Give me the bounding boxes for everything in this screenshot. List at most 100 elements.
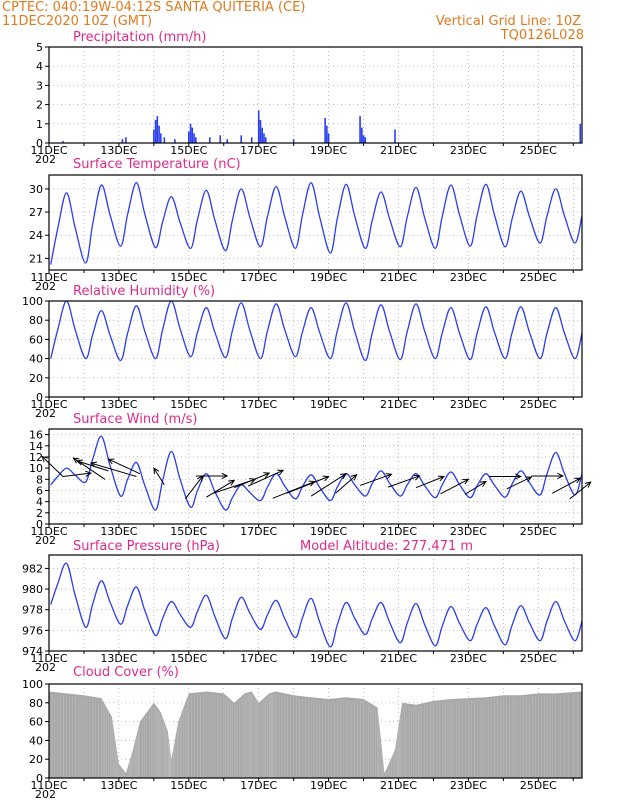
x-tick-label: 17DEC xyxy=(240,271,277,284)
y-tick-label: 0 xyxy=(36,137,43,150)
wind-vector-arrowhead xyxy=(153,467,160,475)
wind-vector-arrowhead xyxy=(107,458,115,465)
rh-series-line xyxy=(50,300,583,362)
header-grid-note: Vertical Grid Line: 10Z xyxy=(435,14,581,29)
precip-bar xyxy=(174,139,176,143)
precip-bar xyxy=(125,137,127,143)
panel-frame xyxy=(48,554,583,652)
precip-bar xyxy=(193,133,195,143)
y-tick-label: 8 xyxy=(36,473,43,486)
precip-bar xyxy=(191,127,194,143)
x-year-label: 202 xyxy=(35,407,56,420)
wind-vector-arrowhead xyxy=(340,473,348,480)
x-tick-label: 19DEC xyxy=(310,398,347,411)
x-tick-label: 17DEC xyxy=(240,398,277,411)
precip-bar xyxy=(158,125,160,143)
precip-bar xyxy=(62,141,64,143)
y-tick-label: 21 xyxy=(29,252,43,265)
wind-vector xyxy=(206,479,235,498)
panel-frame xyxy=(48,46,583,144)
x-tick-label: 15DEC xyxy=(170,525,207,538)
panel-title: Surface Pressure (hPa) xyxy=(73,539,220,554)
wind-vector xyxy=(153,467,165,486)
x-tick-label: 17DEC xyxy=(240,652,277,665)
wind-vector-arrowhead xyxy=(525,476,533,483)
y-tick-label: 982 xyxy=(22,562,43,575)
x-tick-label: 23DEC xyxy=(450,652,487,665)
y-tick-label: 12 xyxy=(29,451,43,464)
x-tick-label: 23DEC xyxy=(450,779,487,792)
x-tick-label: 15DEC xyxy=(170,271,207,284)
y-tick-label: 978 xyxy=(22,604,43,617)
precip-bar xyxy=(257,110,260,143)
wind-vector-arrowhead xyxy=(413,474,421,481)
wind-vector-arrowhead xyxy=(479,480,487,487)
wind-vector-arrowhead xyxy=(263,472,271,478)
precip-bar xyxy=(226,139,229,143)
wind-vector xyxy=(387,475,420,488)
x-tick-label: 21DEC xyxy=(380,652,417,665)
wind-vector xyxy=(552,477,581,494)
temp-series-line xyxy=(50,182,583,265)
x-tick-label: 13DEC xyxy=(100,398,137,411)
y-tick-label: 1 xyxy=(36,118,43,131)
y-tick-label: 40 xyxy=(29,353,43,366)
x-tick-label: 19DEC xyxy=(310,779,347,792)
x-tick-label: 25DEC xyxy=(520,779,557,792)
precip-bar xyxy=(394,129,396,143)
precip-bar xyxy=(261,127,263,143)
x-tick-label: 19DEC xyxy=(310,525,347,538)
wind-vector xyxy=(108,458,141,475)
precip-bar xyxy=(579,123,582,143)
wind-vector-arrowhead xyxy=(277,469,285,476)
y-tick-label: 27 xyxy=(29,206,43,219)
x-tick-label: 21DEC xyxy=(380,398,417,411)
precip-bar xyxy=(359,116,361,143)
x-tick-label: 21DEC xyxy=(380,779,417,792)
x-tick-label: 15DEC xyxy=(170,398,207,411)
panel-frame xyxy=(48,683,583,779)
wind-vector-arrowhead xyxy=(437,475,445,482)
x-tick-label: 13DEC xyxy=(100,525,137,538)
wind-vector xyxy=(248,469,284,487)
panel-frame xyxy=(48,428,583,525)
wind-series-line xyxy=(50,435,583,511)
wind-vector-arrowhead xyxy=(322,475,330,482)
x-tick-label: 21DEC xyxy=(380,144,417,157)
x-tick-label: 11DEC xyxy=(30,652,67,665)
wind-vector xyxy=(464,481,487,495)
wind-vector xyxy=(335,474,357,494)
x-tick-label: 11DEC xyxy=(30,398,67,411)
y-tick-label: 60 xyxy=(29,333,43,346)
wind-vector xyxy=(234,472,270,489)
wind-vector xyxy=(440,478,469,495)
x-tick-label: 25DEC xyxy=(520,144,557,157)
x-tick-label: 17DEC xyxy=(240,144,277,157)
wind-vector xyxy=(272,481,315,499)
x-tick-label: 23DEC xyxy=(450,271,487,284)
precip-bar xyxy=(208,137,211,143)
panel-rh: Relative Humidity (%) 0 20 40 60 80 100 11DEC 13… xyxy=(22,284,583,420)
x-year-label: 202 xyxy=(35,534,56,547)
x-tick-label: 17DEC xyxy=(240,779,277,792)
x-tick-label: 11DEC xyxy=(30,779,67,792)
wind-vector-arrowhead xyxy=(85,470,93,477)
y-tick-label: 30 xyxy=(29,183,43,196)
y-tick-label: 100 xyxy=(22,295,43,308)
y-tick-label: 5 xyxy=(36,41,43,54)
wind-vector xyxy=(286,476,329,494)
y-tick-label: 0 xyxy=(36,772,43,785)
panel-frame xyxy=(48,174,583,271)
panel-title: Precipitation (mm/h) xyxy=(73,30,206,45)
x-tick-label: 17DEC xyxy=(240,525,277,538)
x-tick-label: 13DEC xyxy=(100,652,137,665)
x-tick-label: 13DEC xyxy=(100,779,137,792)
y-tick-label: 100 xyxy=(22,678,43,691)
x-tick-label: 13DEC xyxy=(100,144,137,157)
y-tick-label: 80 xyxy=(29,314,43,327)
x-tick-label: 19DEC xyxy=(310,652,347,665)
x-tick-label: 15DEC xyxy=(170,779,207,792)
x-tick-label: 25DEC xyxy=(520,525,557,538)
wind-vector-arrowhead xyxy=(350,474,358,481)
